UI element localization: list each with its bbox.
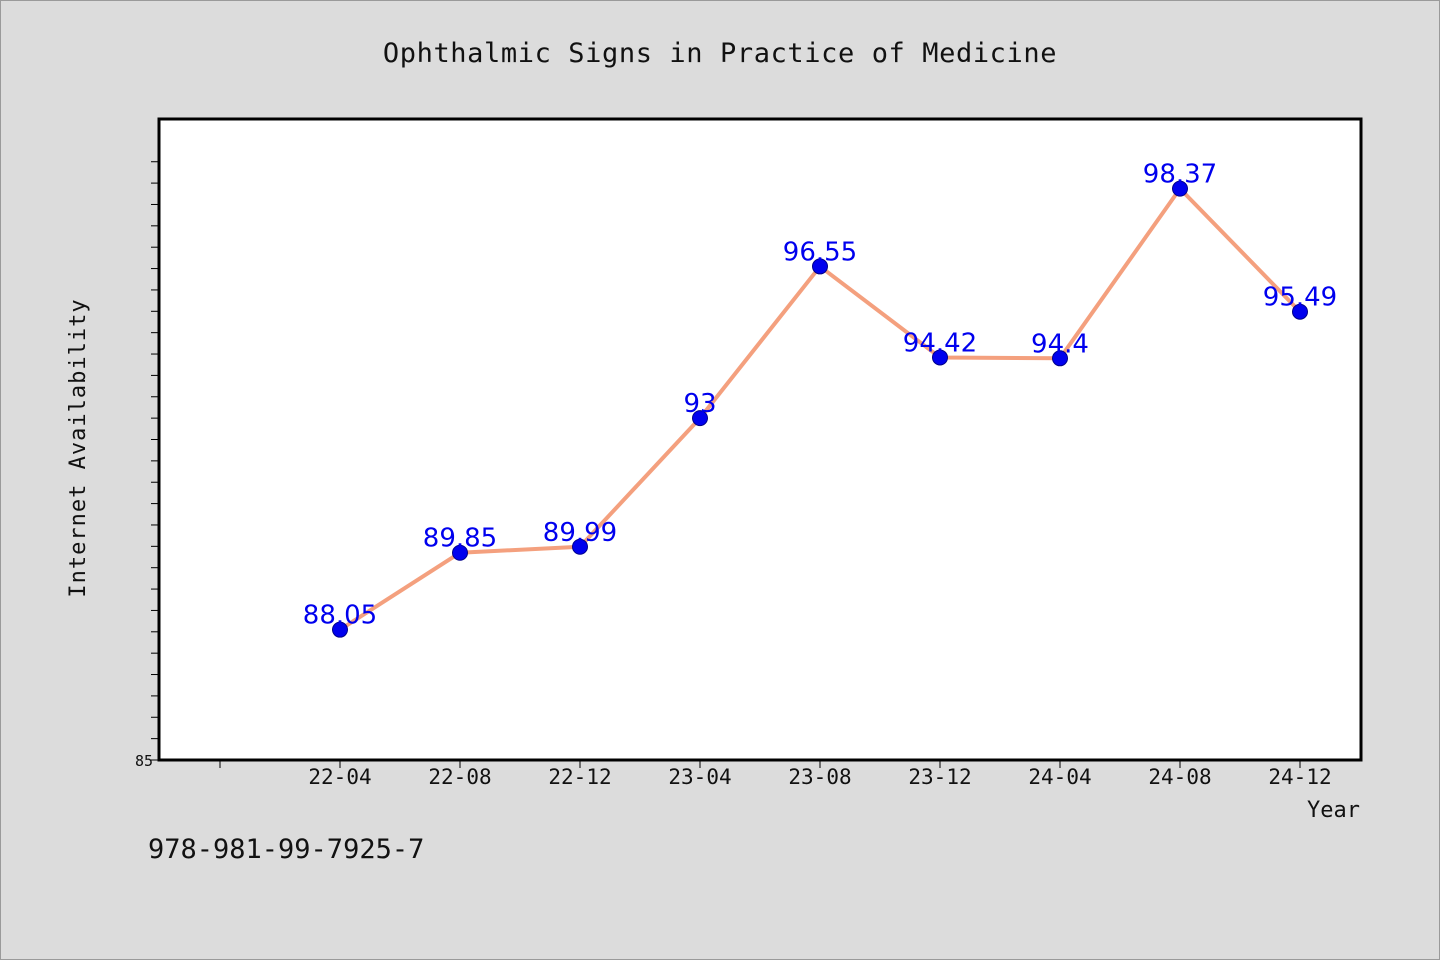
data-label: 94.42	[903, 328, 977, 358]
y-axis-label: Internet Availability	[66, 298, 91, 597]
data-point	[1292, 303, 1308, 320]
x-tick-label: 22-08	[428, 765, 491, 789]
data-point	[692, 410, 708, 427]
data-label: 94.4	[1031, 329, 1089, 359]
series-layer: 88.05 89.85 89.99 93 96.55 94.42 94.4 98.37 95.4…	[303, 160, 1337, 638]
x-axis-ticks: 22-04 22-08 22-12 23-04 23-08 23-12 24-04 24-08…	[219, 760, 1332, 789]
data-point	[812, 258, 828, 275]
data-label: 96.55	[783, 237, 857, 267]
footer-isbn: 978-981-99-7925-7	[148, 834, 425, 865]
data-point	[452, 544, 468, 561]
data-label: 88.05	[303, 601, 377, 631]
x-tick-label: 23-12	[908, 765, 971, 789]
x-tick-label: 22-04	[308, 765, 371, 789]
x-tick-label: 24-04	[1028, 765, 1091, 789]
data-point	[1172, 180, 1188, 197]
data-label: 98.37	[1143, 160, 1217, 190]
x-tick-label: 24-12	[1268, 765, 1331, 789]
x-tick-label: 23-04	[668, 765, 731, 789]
data-label: 89.85	[423, 524, 497, 554]
data-point	[572, 538, 588, 555]
data-point	[932, 349, 948, 366]
data-point	[332, 621, 348, 638]
x-axis-label: Year	[1307, 798, 1360, 823]
x-tick-label: 23-08	[788, 765, 851, 789]
data-point	[1052, 350, 1068, 367]
x-tick-label: 22-12	[548, 765, 611, 789]
y-tick-label: 85	[135, 752, 153, 770]
chart-title: Ophthalmic Signs in Practice of Medicine	[383, 38, 1057, 69]
x-tick-label: 24-08	[1148, 765, 1211, 789]
plot-area	[157, 117, 1363, 762]
y-axis-ticks: 85	[135, 161, 159, 770]
data-label: 93	[683, 389, 716, 419]
data-label: 89.99	[543, 518, 617, 548]
data-label: 95.49	[1263, 283, 1337, 313]
